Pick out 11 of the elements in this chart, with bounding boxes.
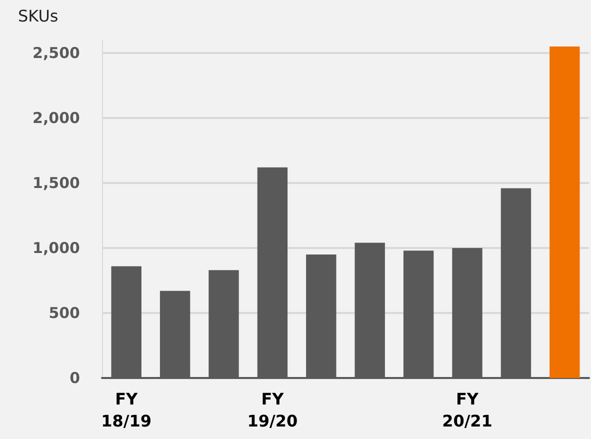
bar xyxy=(550,46,580,378)
x-tick-label: FY 18/19 xyxy=(101,390,152,430)
y-tick-label: 500 xyxy=(48,304,80,322)
y-tick-label: 1,500 xyxy=(32,174,80,192)
y-tick-label: 2,000 xyxy=(32,109,80,127)
y-tick-label: 0 xyxy=(70,369,80,387)
y-tick-label: 1,000 xyxy=(32,239,80,257)
y-axis-title: SKUs xyxy=(18,6,58,26)
x-tick-label: FY 20/21 xyxy=(442,390,492,430)
x-tick-label: FY 19/20 xyxy=(247,390,298,430)
y-tick-label: 2,500 xyxy=(32,44,80,62)
